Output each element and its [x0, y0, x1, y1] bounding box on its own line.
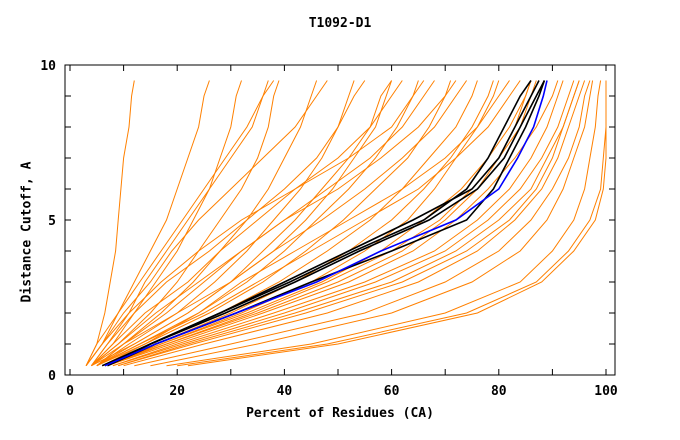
model-curve	[91, 80, 468, 367]
model-curve	[85, 80, 425, 366]
model-curve	[85, 80, 210, 366]
model-curve	[96, 80, 419, 367]
model-curve	[91, 80, 242, 367]
y-tick-label: 5	[48, 214, 56, 229]
model-curve	[96, 80, 452, 367]
model-curve	[85, 80, 275, 366]
y-axis-label: Distance Cutoff, A	[19, 161, 35, 303]
model-curve	[123, 80, 586, 367]
model-curve	[85, 80, 328, 366]
model-curve	[90, 80, 366, 366]
model-curve	[112, 80, 564, 367]
model-curve	[112, 80, 575, 367]
x-tick-label: 20	[169, 384, 185, 399]
model-curve	[102, 80, 532, 367]
model-curve	[101, 80, 510, 367]
model-curve	[150, 80, 594, 367]
model-curve	[102, 80, 500, 367]
x-tick-label: 80	[491, 384, 507, 399]
chart-title: T1092-D1	[308, 16, 372, 31]
model-curve	[96, 80, 355, 367]
x-tick-label: 100	[594, 384, 618, 399]
model-curve	[166, 80, 602, 367]
x-axis-label: Percent of Residues (CA)	[246, 406, 434, 421]
model-curve	[107, 80, 537, 367]
y-tick-label: 10	[40, 59, 56, 74]
model-curve	[85, 80, 135, 366]
x-tick-label: 0	[66, 384, 74, 399]
model-curve	[90, 80, 269, 366]
x-tick-label: 40	[277, 384, 293, 399]
model-curve	[91, 80, 435, 367]
group-curve	[107, 80, 546, 367]
model-curve	[96, 80, 521, 367]
model-curve	[102, 80, 494, 367]
model-curve	[91, 80, 403, 367]
model-curve	[118, 80, 580, 367]
model-curve	[187, 80, 607, 367]
model-curve	[134, 80, 591, 367]
model-curve	[96, 80, 393, 367]
group-curve	[101, 80, 532, 367]
x-tick-label: 60	[384, 384, 400, 399]
y-tick-label: 0	[48, 369, 56, 384]
model-curve	[91, 80, 280, 367]
highlight-curve	[104, 80, 548, 367]
